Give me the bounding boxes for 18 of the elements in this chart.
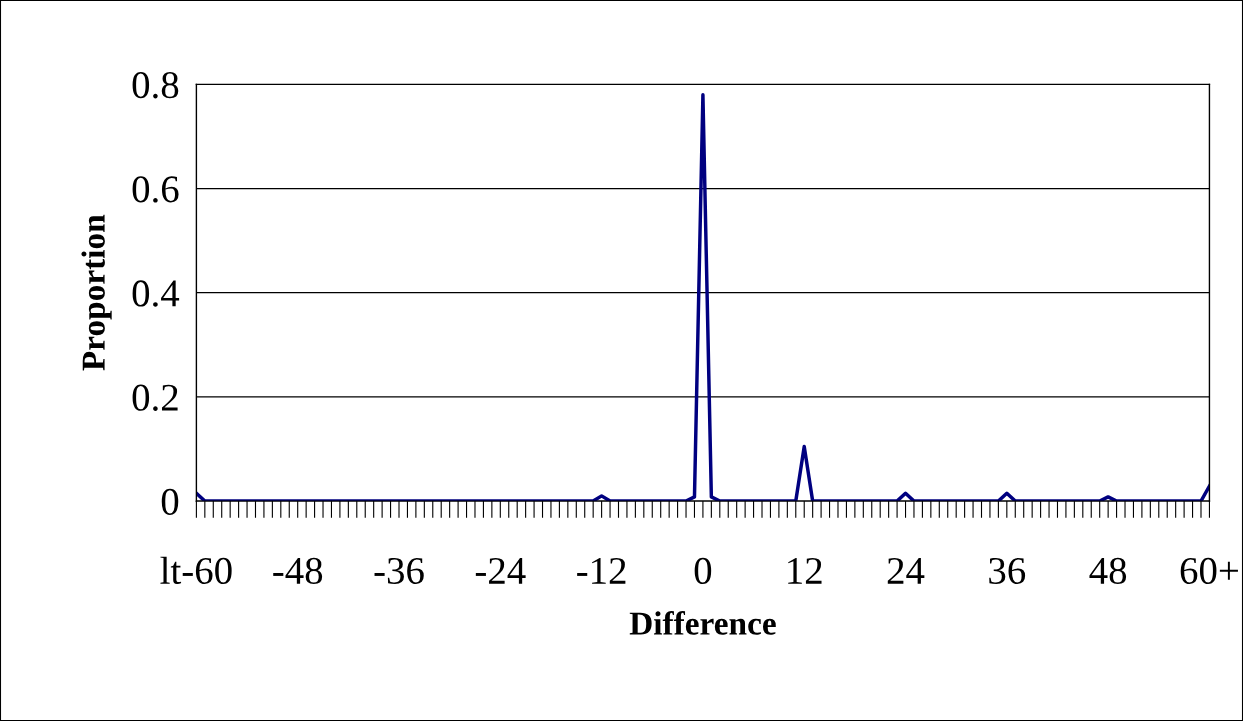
- y-tick-label: 0.8: [132, 71, 179, 99]
- x-tick-label: -12: [577, 557, 626, 584]
- x-tick-label: lt-60: [160, 556, 232, 585]
- x-tick-label: 0: [694, 557, 712, 585]
- x-tick-label: -36: [374, 557, 424, 585]
- x-tick-label: -48: [273, 557, 323, 585]
- x-tick-label: -24: [475, 557, 526, 584]
- y-tick-label: 0.4: [132, 280, 180, 307]
- x-tick-label: 24: [887, 557, 925, 584]
- x-tick-label: 48: [1089, 557, 1127, 585]
- x-tick-label: 60+: [1180, 557, 1238, 585]
- x-tick-label: 36: [989, 557, 1026, 585]
- y-tick-label: 0.6: [132, 176, 179, 203]
- x-axis-title: Difference: [629, 611, 776, 635]
- x-tick-label: 12: [788, 557, 822, 584]
- y-tick-label: 0: [161, 488, 179, 515]
- y-axis-title: Proportion: [81, 214, 112, 371]
- y-tick-label: 0.2: [132, 384, 178, 411]
